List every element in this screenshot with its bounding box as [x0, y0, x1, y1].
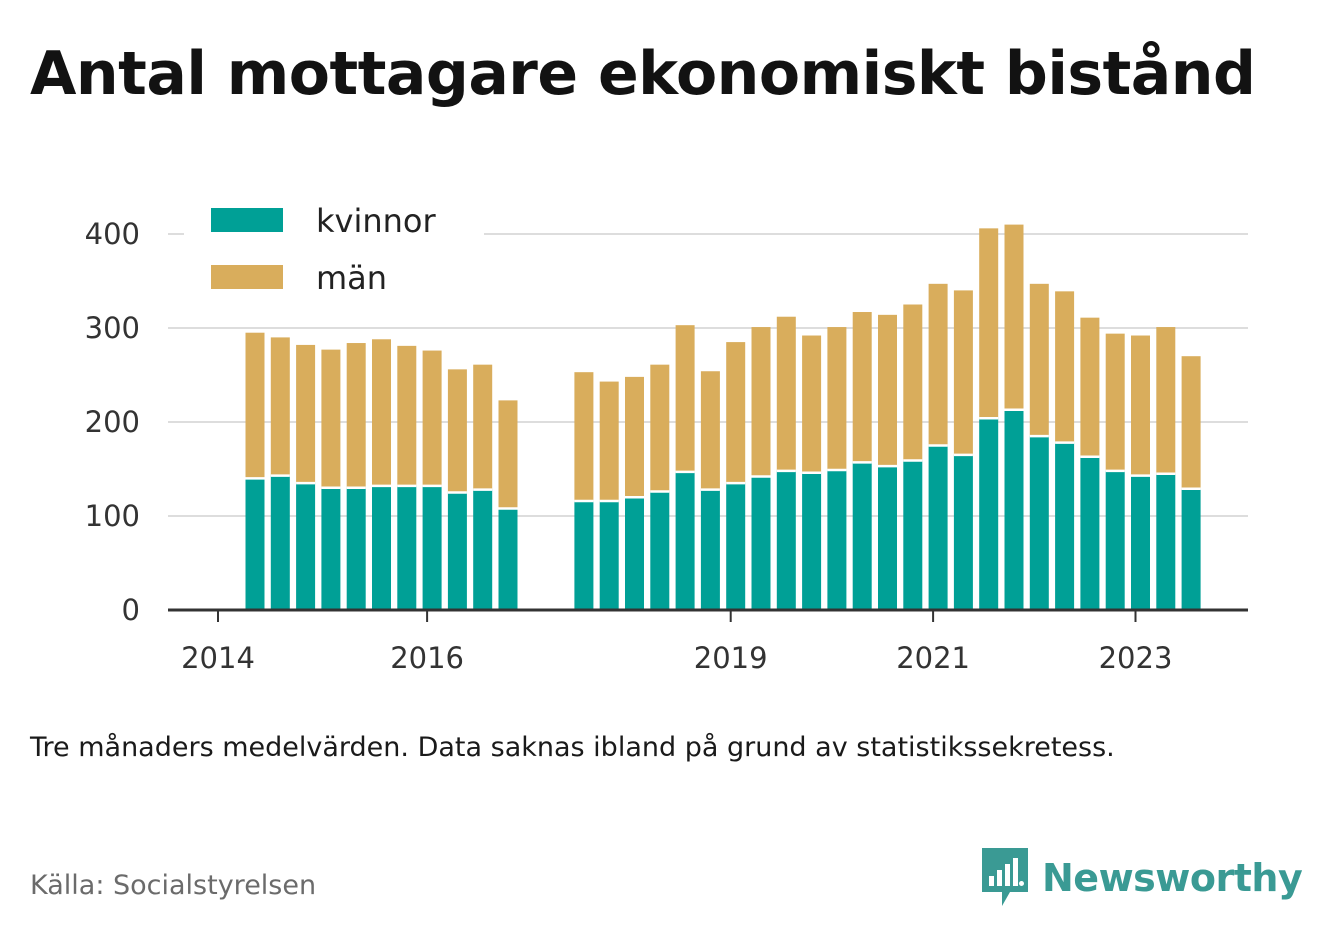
legend-label-kvinnor: kvinnor: [316, 202, 437, 240]
bar-kvinnor: [296, 483, 316, 610]
bar-kvinnor: [372, 485, 391, 610]
bar-man: [321, 349, 341, 488]
bar-kvinnor: [1080, 456, 1100, 610]
chart-note: Tre månaders medelvärden. Data saknas ib…: [30, 732, 1115, 763]
y-tick-label: 400: [85, 217, 140, 251]
bar-kvinnor: [422, 485, 442, 610]
bar-man: [1181, 356, 1201, 489]
bar-man: [700, 371, 720, 490]
bar-man: [625, 376, 644, 498]
bar-man: [270, 337, 290, 476]
bar-kvinnor: [245, 478, 265, 610]
bars: [245, 224, 1201, 610]
bar-kvinnor: [726, 483, 746, 610]
bar-man: [1080, 317, 1100, 457]
bar-man: [1029, 283, 1049, 437]
bar-kvinnor: [1131, 475, 1150, 610]
chart: 0 100 200 300 400 2014 2016 2019 2021 2023 kvinn…: [84, 198, 1248, 675]
bar-kvinnor: [878, 466, 897, 610]
bar-man: [574, 372, 594, 501]
y-tick-labels: 0 100 200 300 400: [85, 217, 140, 627]
bar-man: [372, 339, 391, 486]
y-tick-label: 0: [122, 593, 140, 627]
bar-kvinnor: [346, 487, 366, 610]
x-tick-label: 2014: [181, 641, 255, 675]
bar-kvinnor: [650, 491, 670, 610]
bar-man: [903, 304, 923, 461]
bar-kvinnor: [574, 500, 594, 610]
bar-man: [878, 314, 897, 467]
x-tick-label: 2016: [390, 641, 464, 675]
legend-swatch-man: [211, 265, 283, 289]
bar-kvinnor: [802, 472, 822, 610]
bar-man: [296, 344, 316, 484]
bar-kvinnor: [751, 476, 771, 610]
bar-kvinnor: [953, 454, 973, 610]
x-tick-labels: 2014 2016 2019 2021 2023: [181, 641, 1172, 675]
bar-kvinnor: [1181, 488, 1201, 610]
bar-man: [1131, 335, 1150, 476]
chart-title: Antal mottagare ekonomiskt bistånd: [30, 39, 1256, 109]
y-tick-label: 200: [85, 405, 140, 439]
bar-kvinnor: [473, 489, 493, 610]
brand-logo[interactable]: Newsworthy: [980, 846, 1303, 910]
bar-kvinnor: [675, 471, 695, 610]
legend: kvinnor män: [184, 198, 484, 308]
legend-swatch-kvinnor: [211, 208, 283, 232]
bar-kvinnor: [827, 469, 847, 610]
legend-label-man: män: [316, 259, 387, 297]
bar-kvinnor: [397, 485, 417, 610]
bar-man: [650, 364, 670, 492]
bar-man: [852, 312, 872, 463]
bar-kvinnor: [1156, 473, 1176, 610]
bar-man: [953, 290, 973, 455]
bar-kvinnor: [1029, 436, 1049, 610]
bar-kvinnor: [321, 487, 341, 610]
bar-kvinnor: [979, 418, 999, 610]
bar-kvinnor: [447, 492, 467, 610]
bar-man: [245, 332, 265, 479]
bar-man: [1105, 333, 1125, 471]
bar-man: [928, 283, 948, 446]
bar-kvinnor: [1055, 442, 1075, 610]
bar-kvinnor: [776, 470, 796, 610]
bar-kvinnor: [903, 460, 923, 610]
bar-kvinnor: [700, 489, 720, 610]
bar-man: [1004, 224, 1024, 410]
bar-man: [397, 345, 417, 486]
bar-kvinnor: [625, 497, 644, 610]
source-credit: Källa: Socialstyrelsen: [30, 870, 317, 901]
newsworthy-logo-icon: [982, 848, 1028, 906]
bar-man: [1055, 291, 1075, 443]
bar-kvinnor: [498, 508, 518, 610]
y-tick-label: 300: [85, 311, 140, 345]
bar-man: [498, 400, 518, 509]
bar-man: [675, 325, 695, 472]
brand-name: Newsworthy: [1042, 856, 1303, 900]
bar-kvinnor: [270, 475, 290, 610]
bar-man: [776, 316, 796, 471]
bar-man: [422, 350, 442, 486]
x-tick-label: 2023: [1099, 641, 1173, 675]
bar-man: [726, 342, 746, 484]
bar-man: [473, 364, 493, 490]
x-tick-label: 2019: [694, 641, 768, 675]
bar-kvinnor: [852, 462, 872, 610]
bar-man: [802, 335, 822, 473]
bar-man: [979, 228, 999, 419]
bar-man: [346, 343, 366, 488]
bar-man: [1156, 327, 1176, 474]
bar-kvinnor: [599, 500, 619, 610]
x-tick-label: 2021: [896, 641, 970, 675]
y-tick-label: 100: [85, 499, 140, 533]
bar-man: [447, 369, 467, 493]
bar-man: [751, 327, 771, 477]
bar-kvinnor: [1105, 470, 1125, 610]
bar-man: [599, 381, 619, 501]
bar-kvinnor: [928, 445, 948, 610]
bar-kvinnor: [1004, 409, 1024, 610]
bar-man: [827, 327, 847, 470]
